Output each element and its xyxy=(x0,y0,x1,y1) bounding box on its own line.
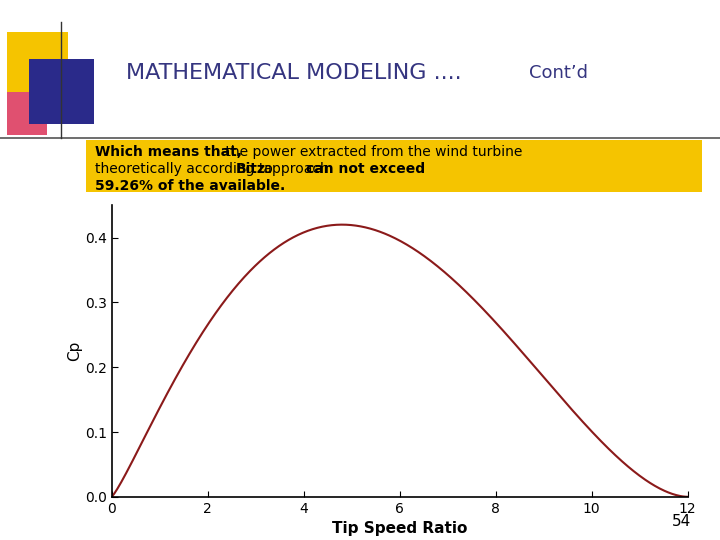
Text: 59.26% of the available.: 59.26% of the available. xyxy=(95,179,285,193)
X-axis label: Tip Speed Ratio: Tip Speed Ratio xyxy=(332,521,467,536)
Text: Cont’d: Cont’d xyxy=(529,64,588,82)
Text: approach: approach xyxy=(259,161,333,176)
Text: the power extracted from the wind turbine: the power extracted from the wind turbin… xyxy=(221,145,523,159)
Text: can not exceed: can not exceed xyxy=(306,161,425,176)
Y-axis label: Cp: Cp xyxy=(67,341,82,361)
Text: Bitz: Bitz xyxy=(236,161,266,176)
Text: Which means that,: Which means that, xyxy=(95,145,242,159)
Text: MATHEMATICAL MODELING ....: MATHEMATICAL MODELING .... xyxy=(126,63,476,83)
Text: 54: 54 xyxy=(672,514,691,529)
Text: theoretically according to: theoretically according to xyxy=(95,161,277,176)
